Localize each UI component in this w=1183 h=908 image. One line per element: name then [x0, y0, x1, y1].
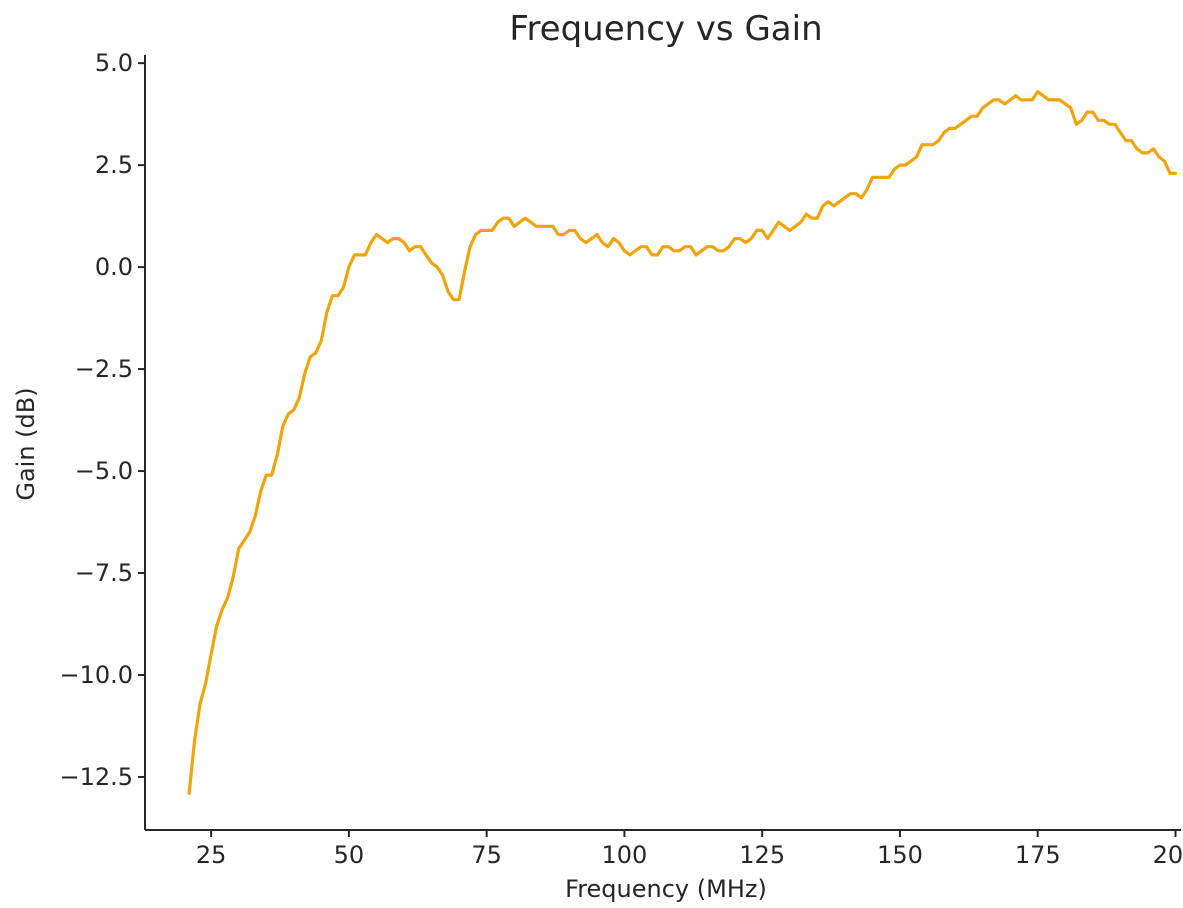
gain-line — [187, 90, 1178, 795]
x-tick-label: 25 — [196, 841, 227, 869]
y-tick-label: 0.0 — [95, 253, 133, 281]
y-tick-label: −5.0 — [75, 457, 133, 485]
y-tick-label: 2.5 — [95, 151, 133, 179]
y-tick-label: −2.5 — [75, 355, 133, 383]
x-axis-title: Frequency (MHz) — [565, 875, 767, 903]
y-tick-label: −7.5 — [75, 559, 133, 587]
x-axis: 25 50 75 100 125 150 175 200 — [145, 829, 1183, 869]
x-tick-label: 175 — [1015, 841, 1061, 869]
y-tick-label: 5.0 — [95, 49, 133, 77]
x-tick-label: 125 — [739, 841, 785, 869]
y-axis: 5.0 2.5 0.0 −2.5 −5.0 −7.5 −10.0 −12.5 — [59, 49, 146, 830]
y-tick-label: −12.5 — [59, 763, 133, 791]
x-tick-label: 200 — [1153, 841, 1183, 869]
x-tick-label: 150 — [877, 841, 923, 869]
chart-title: Frequency vs Gain — [509, 9, 822, 49]
x-tick-label: 75 — [471, 841, 502, 869]
y-axis-title: Gain (dB) — [12, 387, 40, 500]
x-tick-label: 100 — [602, 841, 648, 869]
y-tick-label: −10.0 — [59, 661, 133, 689]
x-tick-label: 50 — [334, 841, 365, 869]
series-layer — [187, 90, 1178, 795]
